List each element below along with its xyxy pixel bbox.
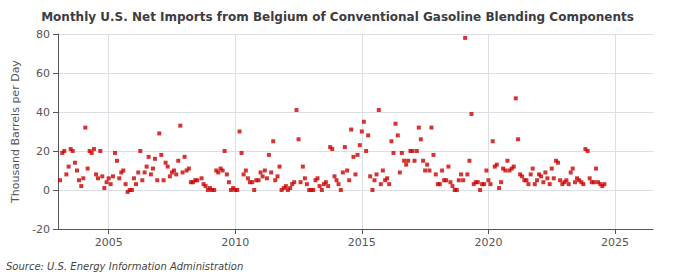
svg-text:80: 80 (36, 28, 50, 41)
svg-text:40: 40 (36, 106, 50, 119)
svg-text:2015: 2015 (348, 236, 376, 249)
svg-text:0: 0 (43, 184, 50, 197)
svg-text:Source: U.S. Energy Informatio: Source: U.S. Energy Information Administ… (6, 261, 243, 272)
svg-text:Monthly U.S. Net Imports from: Monthly U.S. Net Imports from Belgium of… (41, 10, 634, 24)
svg-text:-20: -20 (32, 223, 50, 236)
svg-text:Thousand Barrels per Day: Thousand Barrels per Day (9, 60, 22, 204)
svg-text:20: 20 (36, 145, 50, 158)
svg-text:2025: 2025 (601, 236, 629, 249)
svg-text:2005: 2005 (95, 236, 123, 249)
svg-text:2010: 2010 (221, 236, 249, 249)
svg-text:60: 60 (36, 67, 50, 80)
svg-text:2020: 2020 (474, 236, 502, 249)
